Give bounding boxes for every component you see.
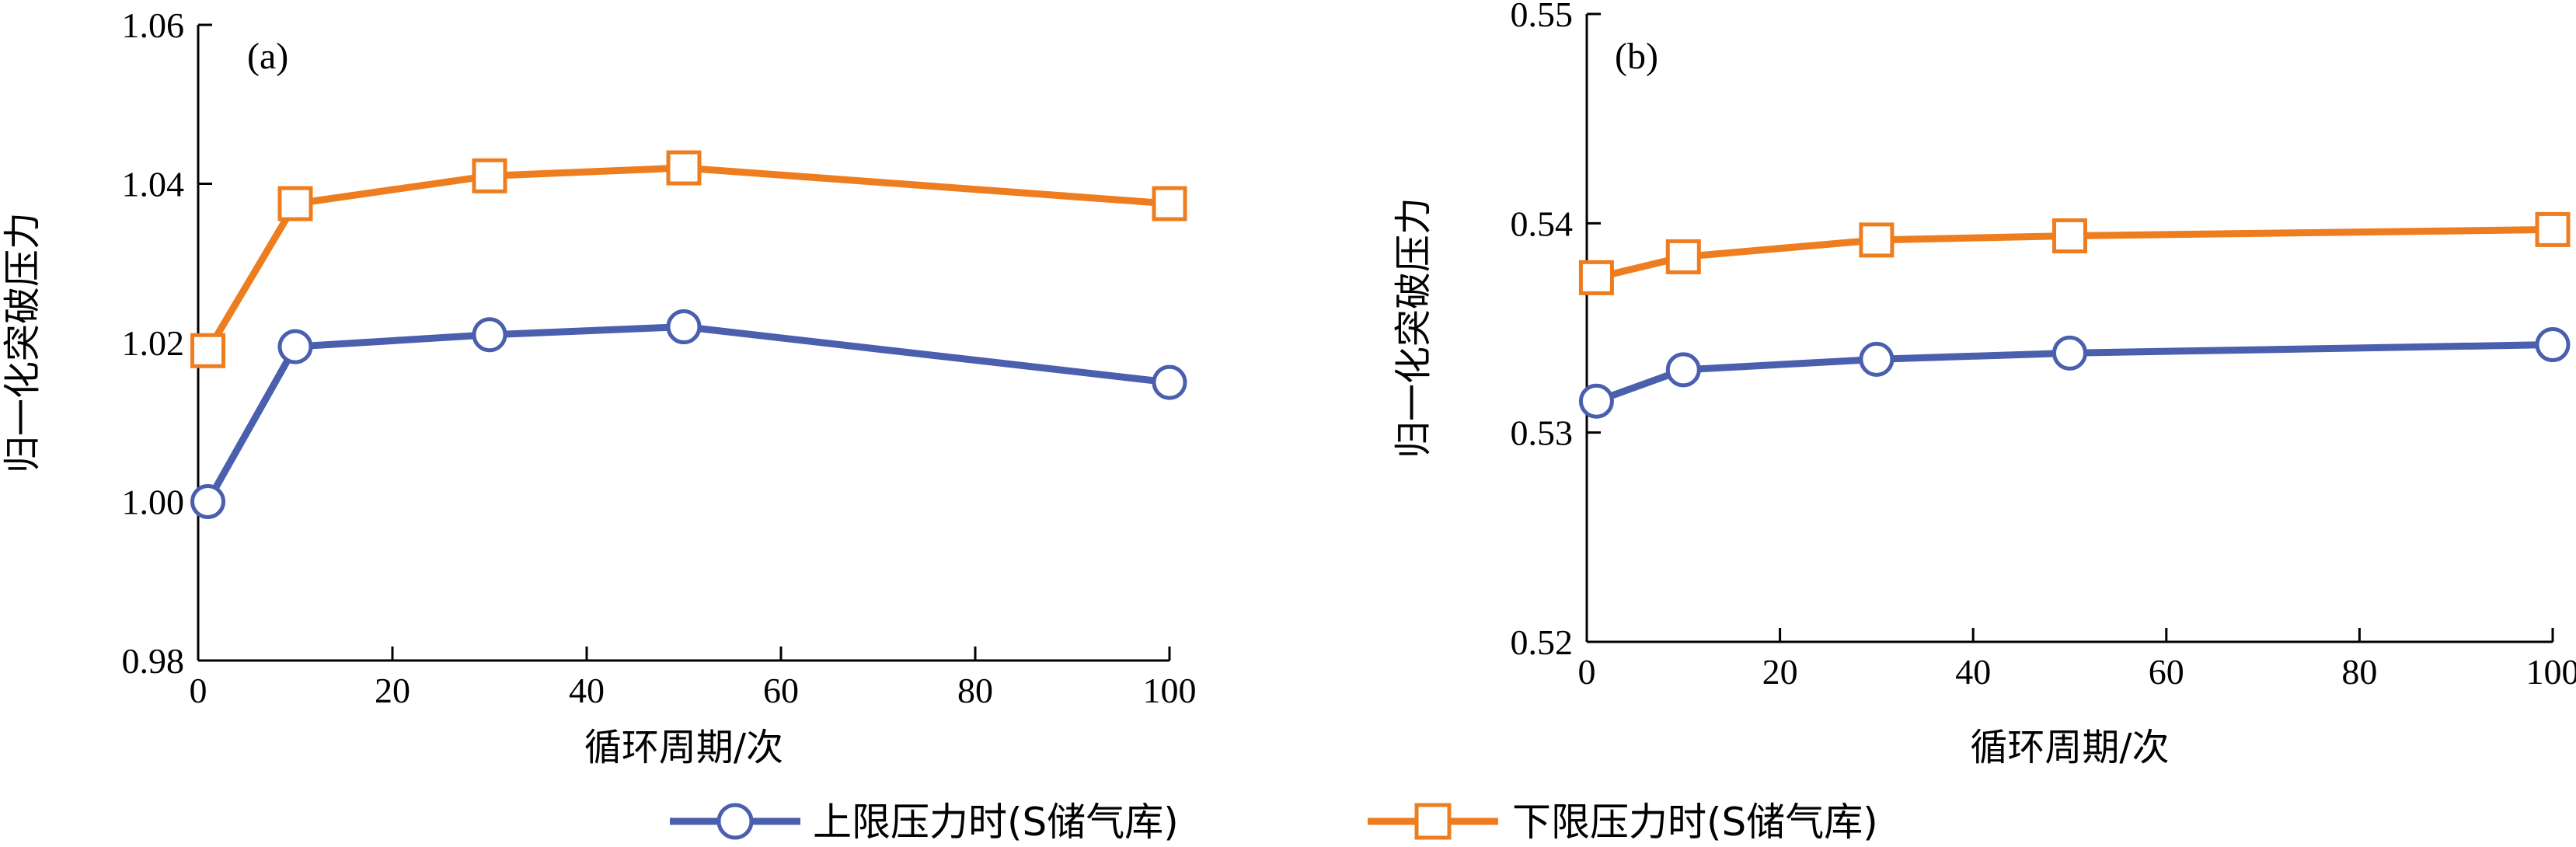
series-line-0 — [204, 323, 1170, 504]
x-axis-title: 循环周期/次 — [1970, 726, 2169, 769]
y-tick-label: 0.55 — [1511, 0, 1574, 34]
y-tick-label: 1.04 — [122, 165, 185, 204]
x-tick-label: 60 — [2149, 652, 2184, 692]
data-point-square — [1152, 186, 1187, 221]
data-point-square — [2052, 218, 2087, 253]
panel-label: (b) — [1615, 36, 1658, 77]
data-point-circle — [1578, 383, 1614, 419]
y-axis-title: 归一化突破压力 — [1392, 197, 1435, 458]
y-tick-label: 0.54 — [1511, 204, 1574, 243]
data-point-square — [190, 333, 225, 368]
data-point-circle — [277, 329, 313, 364]
y-tick-label: 0.98 — [122, 641, 185, 681]
data-point-square — [1578, 260, 1614, 295]
x-tick-label: 20 — [375, 671, 410, 710]
data-point-square — [2535, 211, 2571, 247]
x-tick-label: 100 — [1143, 671, 1197, 710]
data-point-circle — [2052, 335, 2087, 371]
data-point-circle — [666, 309, 702, 345]
data-point-circle — [2535, 327, 2571, 363]
data-point-circle — [472, 317, 507, 353]
y-tick-label: 1.06 — [122, 5, 185, 45]
legend-label: 下限压力时(S储气库) — [1512, 800, 1878, 845]
data-point-square — [1665, 239, 1701, 274]
data-point-circle — [1859, 341, 1895, 377]
x-tick-label: 80 — [957, 671, 993, 710]
chart-panel-a: 0.98 1.00 1.02 1.04 1.06 0 20 40 60 80 100 (a) 循环周期/… — [1, 5, 1197, 769]
data-point-square — [666, 150, 702, 186]
data-point-square — [1859, 222, 1895, 258]
data-point-circle — [1665, 352, 1701, 388]
y-tick-label: 1.00 — [122, 483, 185, 522]
data-point-circle — [1152, 364, 1187, 400]
legend-marker-circle — [716, 803, 754, 840]
x-tick-label: 40 — [1955, 652, 1991, 692]
x-tick-label: 60 — [763, 671, 799, 710]
legend-marker-square — [1414, 803, 1452, 840]
legend-label: 上限压力时(S储气库) — [813, 800, 1179, 845]
panel-label: (a) — [247, 36, 288, 77]
y-tick-label: 0.52 — [1511, 622, 1574, 662]
x-tick-label: 0 — [1578, 652, 1596, 692]
x-tick-label: 40 — [569, 671, 605, 710]
chart-panel-b: 0.52 0.53 0.54 0.55 0 20 40 60 80 100 (b) 循环周期/次 归一化… — [1392, 0, 2576, 769]
x-tick-label: 0 — [190, 671, 207, 710]
y-tick-label: 0.53 — [1511, 413, 1574, 453]
data-point-square — [277, 186, 313, 221]
chart-legend: 上限压力时(S储气库) 下限压力时(S储气库) — [670, 800, 1878, 845]
x-axis-title: 循环周期/次 — [584, 726, 783, 769]
y-tick-label: 1.02 — [122, 323, 185, 363]
y-axis-title: 归一化突破压力 — [1, 212, 44, 473]
x-tick-label: 20 — [1762, 652, 1798, 692]
data-point-square — [472, 158, 507, 193]
x-tick-label: 100 — [2526, 652, 2576, 692]
data-point-circle — [190, 484, 225, 519]
x-tick-label: 80 — [2341, 652, 2377, 692]
